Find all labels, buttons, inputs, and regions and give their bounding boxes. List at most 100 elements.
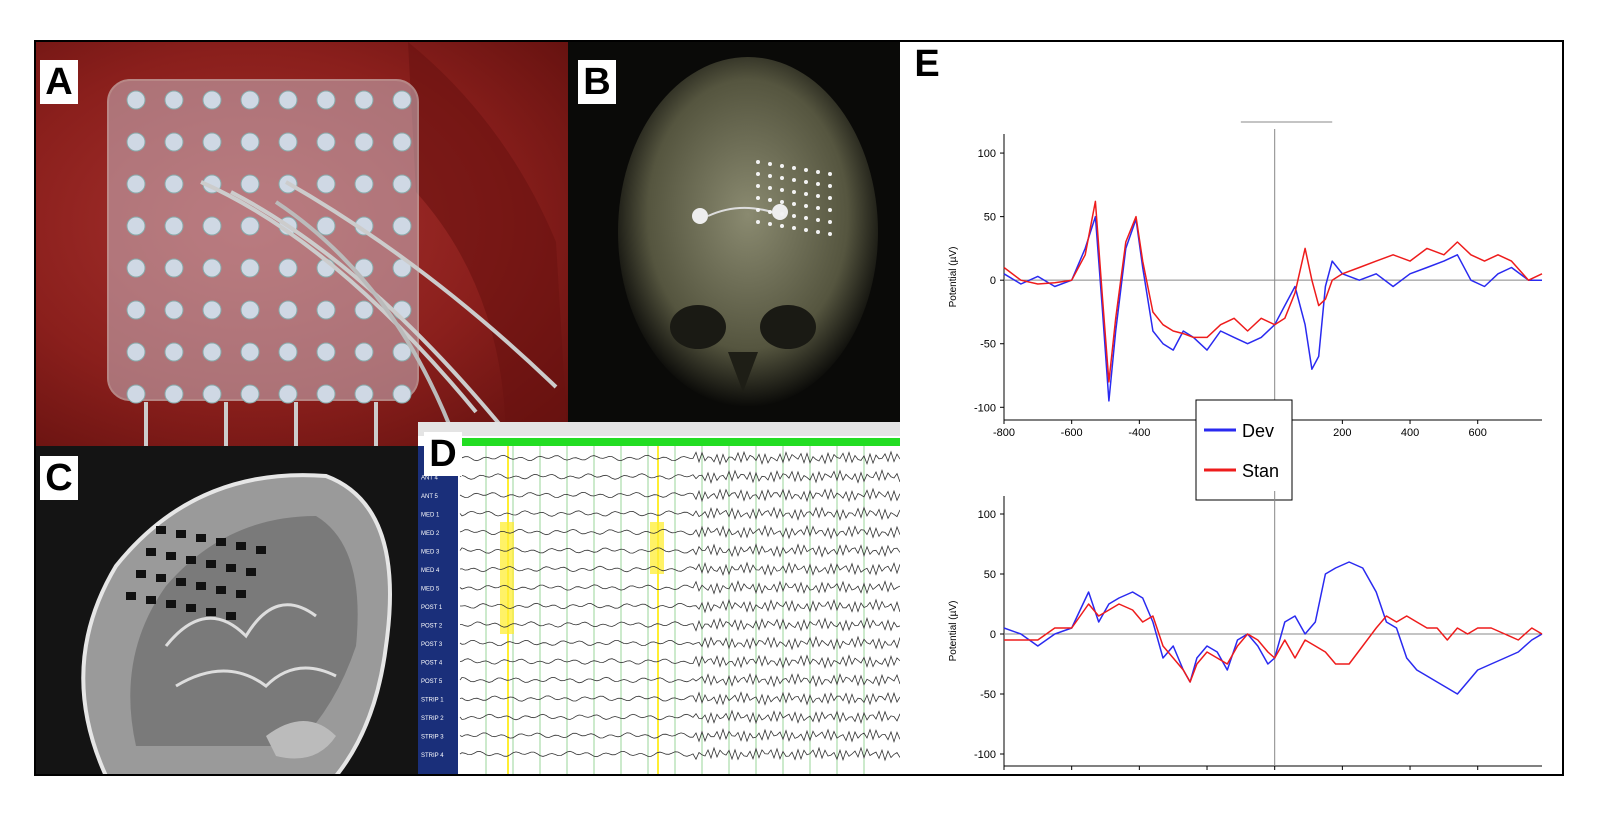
electrode-contact <box>278 90 298 110</box>
electrode-contact <box>392 90 412 110</box>
electrode-contact <box>126 384 146 404</box>
x-tick-label: 600 <box>1469 427 1487 439</box>
series-line-stan <box>1003 200 1543 383</box>
electrode-contact <box>240 132 260 152</box>
xray-electrode <box>756 172 760 176</box>
electrode-contact <box>164 174 184 194</box>
legend-label-dev: Dev <box>1242 421 1274 441</box>
electrode-contact <box>202 132 222 152</box>
eeg-channel-trace <box>459 450 900 466</box>
y-tick-label: 0 <box>990 275 996 287</box>
eeg-channel-label: POST 1 <box>421 605 443 611</box>
y-tick-label: 50 <box>984 569 996 581</box>
y-axis-label: Potential (µV) <box>948 601 959 662</box>
xray-electrode <box>816 230 820 234</box>
xray-electrode <box>768 222 772 226</box>
electrode-contact <box>202 258 222 278</box>
eeg-channel-label: POST 4 <box>421 661 443 667</box>
electrode-contact <box>392 174 412 194</box>
electrode-contact <box>164 90 184 110</box>
electrode-contact <box>316 132 336 152</box>
eeg-channel-trace <box>460 616 900 632</box>
panel-c-mri: C <box>36 446 418 774</box>
figure-caption-cropped <box>175 782 1475 812</box>
electrode-contact <box>164 132 184 152</box>
xray-electrode <box>780 188 784 192</box>
series-line-stan <box>1004 603 1543 683</box>
electrode-contact <box>316 300 336 320</box>
xray-electrode <box>816 218 820 222</box>
xray-electrode <box>804 168 808 172</box>
electrode-contact <box>354 384 374 404</box>
eeg-status-bar <box>460 438 900 446</box>
mri-contact <box>146 596 156 604</box>
figure: A B <box>34 40 1564 776</box>
eeg-channel-label: STRIP 1 <box>421 698 444 704</box>
xray-electrode <box>804 180 808 184</box>
xray-electrode <box>756 160 760 164</box>
electrode-contact <box>240 342 260 362</box>
electrode-contact <box>202 90 222 110</box>
xray-electrode <box>768 162 772 166</box>
eeg-channel-label: STRIP 2 <box>421 716 444 722</box>
xray-electrode <box>780 164 784 168</box>
eeg-channel-trace <box>459 543 900 558</box>
y-tick-label: -50 <box>980 689 996 701</box>
xray-electrode <box>756 184 760 188</box>
erp-chart-svg: 100 50 0 -50 -100 -800 -600 -400 -200 0 200 400 600 P… <box>948 121 1543 776</box>
mri-contact <box>216 538 226 546</box>
x-tick-label: 200 <box>1333 773 1351 776</box>
erp-chart-2: 100 50 0 -50 -100 -800 -600 -400 -200 0 200 400 600 P… <box>948 491 1543 776</box>
panel-label-a: A <box>40 60 78 104</box>
eeg-channel-trace <box>459 561 900 577</box>
grid-photo-illustration <box>107 42 568 446</box>
xray-electrode <box>792 166 796 170</box>
xray-electrode <box>792 178 796 182</box>
xray-electrode <box>804 204 808 208</box>
mri-contact <box>176 530 186 538</box>
xray-electrode <box>828 184 832 188</box>
mri-contact <box>146 548 156 556</box>
electrode-contact <box>278 258 298 278</box>
eeg-channel-trace <box>459 691 900 706</box>
y-tick-label: 0 <box>990 629 996 641</box>
electrode-contact <box>240 258 260 278</box>
mri-contact <box>246 568 256 576</box>
mri-contact <box>166 600 176 608</box>
electrode-contact <box>240 384 260 404</box>
panel-label-d: D <box>424 432 462 476</box>
eeg-channel-label: POST 5 <box>421 679 443 685</box>
electrode-contact <box>240 174 260 194</box>
electrode-contact <box>354 90 374 110</box>
eeg-channel-label: MED 2 <box>421 531 440 537</box>
eeg-toolbar[interactable] <box>418 422 900 436</box>
electrode-contact <box>278 342 298 362</box>
eeg-channel-trace <box>459 579 900 595</box>
series-line-dev <box>1003 561 1543 695</box>
mri-illustration <box>81 473 392 774</box>
eeg-channel-trace <box>459 728 900 744</box>
xray-electrode <box>792 190 796 194</box>
eeg-channel-label: MED 1 <box>421 513 440 519</box>
electrode-contact <box>240 216 260 236</box>
eeg-channel-label: ANT 5 <box>421 494 439 500</box>
eeg-channel-label: ANT 4 <box>421 476 439 482</box>
legend-box <box>1195 399 1293 501</box>
electrode-contact <box>164 216 184 236</box>
electrode-contact <box>278 132 298 152</box>
eeg-channel-trace <box>460 598 900 614</box>
xray-electrode <box>816 182 820 186</box>
legend-label-stan: Stan <box>1242 461 1279 481</box>
electrode-contact <box>316 216 336 236</box>
electrode-contact <box>316 90 336 110</box>
electrode-contact <box>202 384 222 404</box>
eeg-channel-label: POST 2 <box>421 624 443 630</box>
electrode-contact <box>126 258 146 278</box>
eeg-channel-trace <box>459 709 900 725</box>
mri-contact <box>196 534 206 542</box>
mri-contact <box>226 564 236 572</box>
mri-contact <box>236 542 246 550</box>
x-tick-label: 400 <box>1401 427 1419 439</box>
xray-electrode <box>756 196 760 200</box>
electrode-contact <box>126 300 146 320</box>
